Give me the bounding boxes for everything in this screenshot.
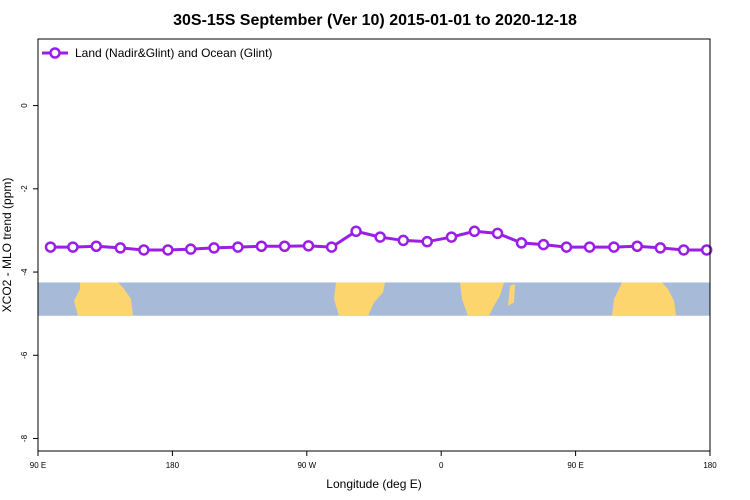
data-point [608,241,620,253]
data-point [397,234,410,247]
data-point [350,225,362,238]
x-tick-label: 180 [166,461,180,470]
axes: 90 E 180 90 W 0 90 E 180 0 -2 -4 -6 -8 [20,103,717,470]
data-point [255,240,268,252]
data-point [631,240,643,252]
data-point [374,231,386,243]
x-tick-label: 180 [703,461,717,470]
world-map-strip [38,282,710,316]
data-point [208,242,220,254]
land-mass-2 [334,282,385,316]
data-point [700,244,713,256]
legend-marker-swatch [49,47,61,59]
y-tick-label: 0 [20,103,29,108]
data-point [114,242,127,254]
x-axis-label: Longitude (deg E) [326,477,421,491]
data-point [162,244,174,256]
data-point [445,231,458,243]
data-point [278,240,291,252]
land-mass-4 [508,284,515,306]
land-mass-1 [74,282,133,316]
x-tick-label: 90 E [567,461,583,470]
data-point [302,240,315,252]
plot-frame [37,38,711,452]
data-point [232,241,244,253]
y-tick-label: -6 [20,351,29,359]
x-tick-label: 90 E [30,461,46,470]
data-point [44,241,57,253]
data-series [44,225,713,256]
data-point [654,242,667,254]
legend-label: Land (Nadir&Glint) and Ocean (Glint) [75,46,272,60]
x-tick-label: 0 [439,461,444,470]
data-point [90,240,102,252]
data-point [67,241,79,253]
y-axis-label: XCO2 - MLO trend (ppm) [0,178,14,313]
legend: Land (Nadir&Glint) and Ocean (Glint) [42,46,272,60]
y-tick-label: -8 [20,434,29,442]
data-point [491,227,504,240]
land-mass-5 [612,282,676,316]
data-point [468,225,481,238]
data-point [677,244,690,256]
data-point [184,243,197,255]
data-point [421,235,433,248]
data-point [325,241,338,253]
x-tick-label: 90 W [297,461,316,470]
data-point [560,241,573,253]
data-point [515,237,528,249]
chart-title: 30S-15S September (Ver 10) 2015-01-01 to… [173,12,577,29]
data-point [583,241,596,253]
land-mass-3 [460,282,504,316]
data-point [138,244,150,256]
data-point [537,238,550,251]
y-tick-label: -4 [20,268,29,276]
y-tick-label: -2 [20,185,29,193]
